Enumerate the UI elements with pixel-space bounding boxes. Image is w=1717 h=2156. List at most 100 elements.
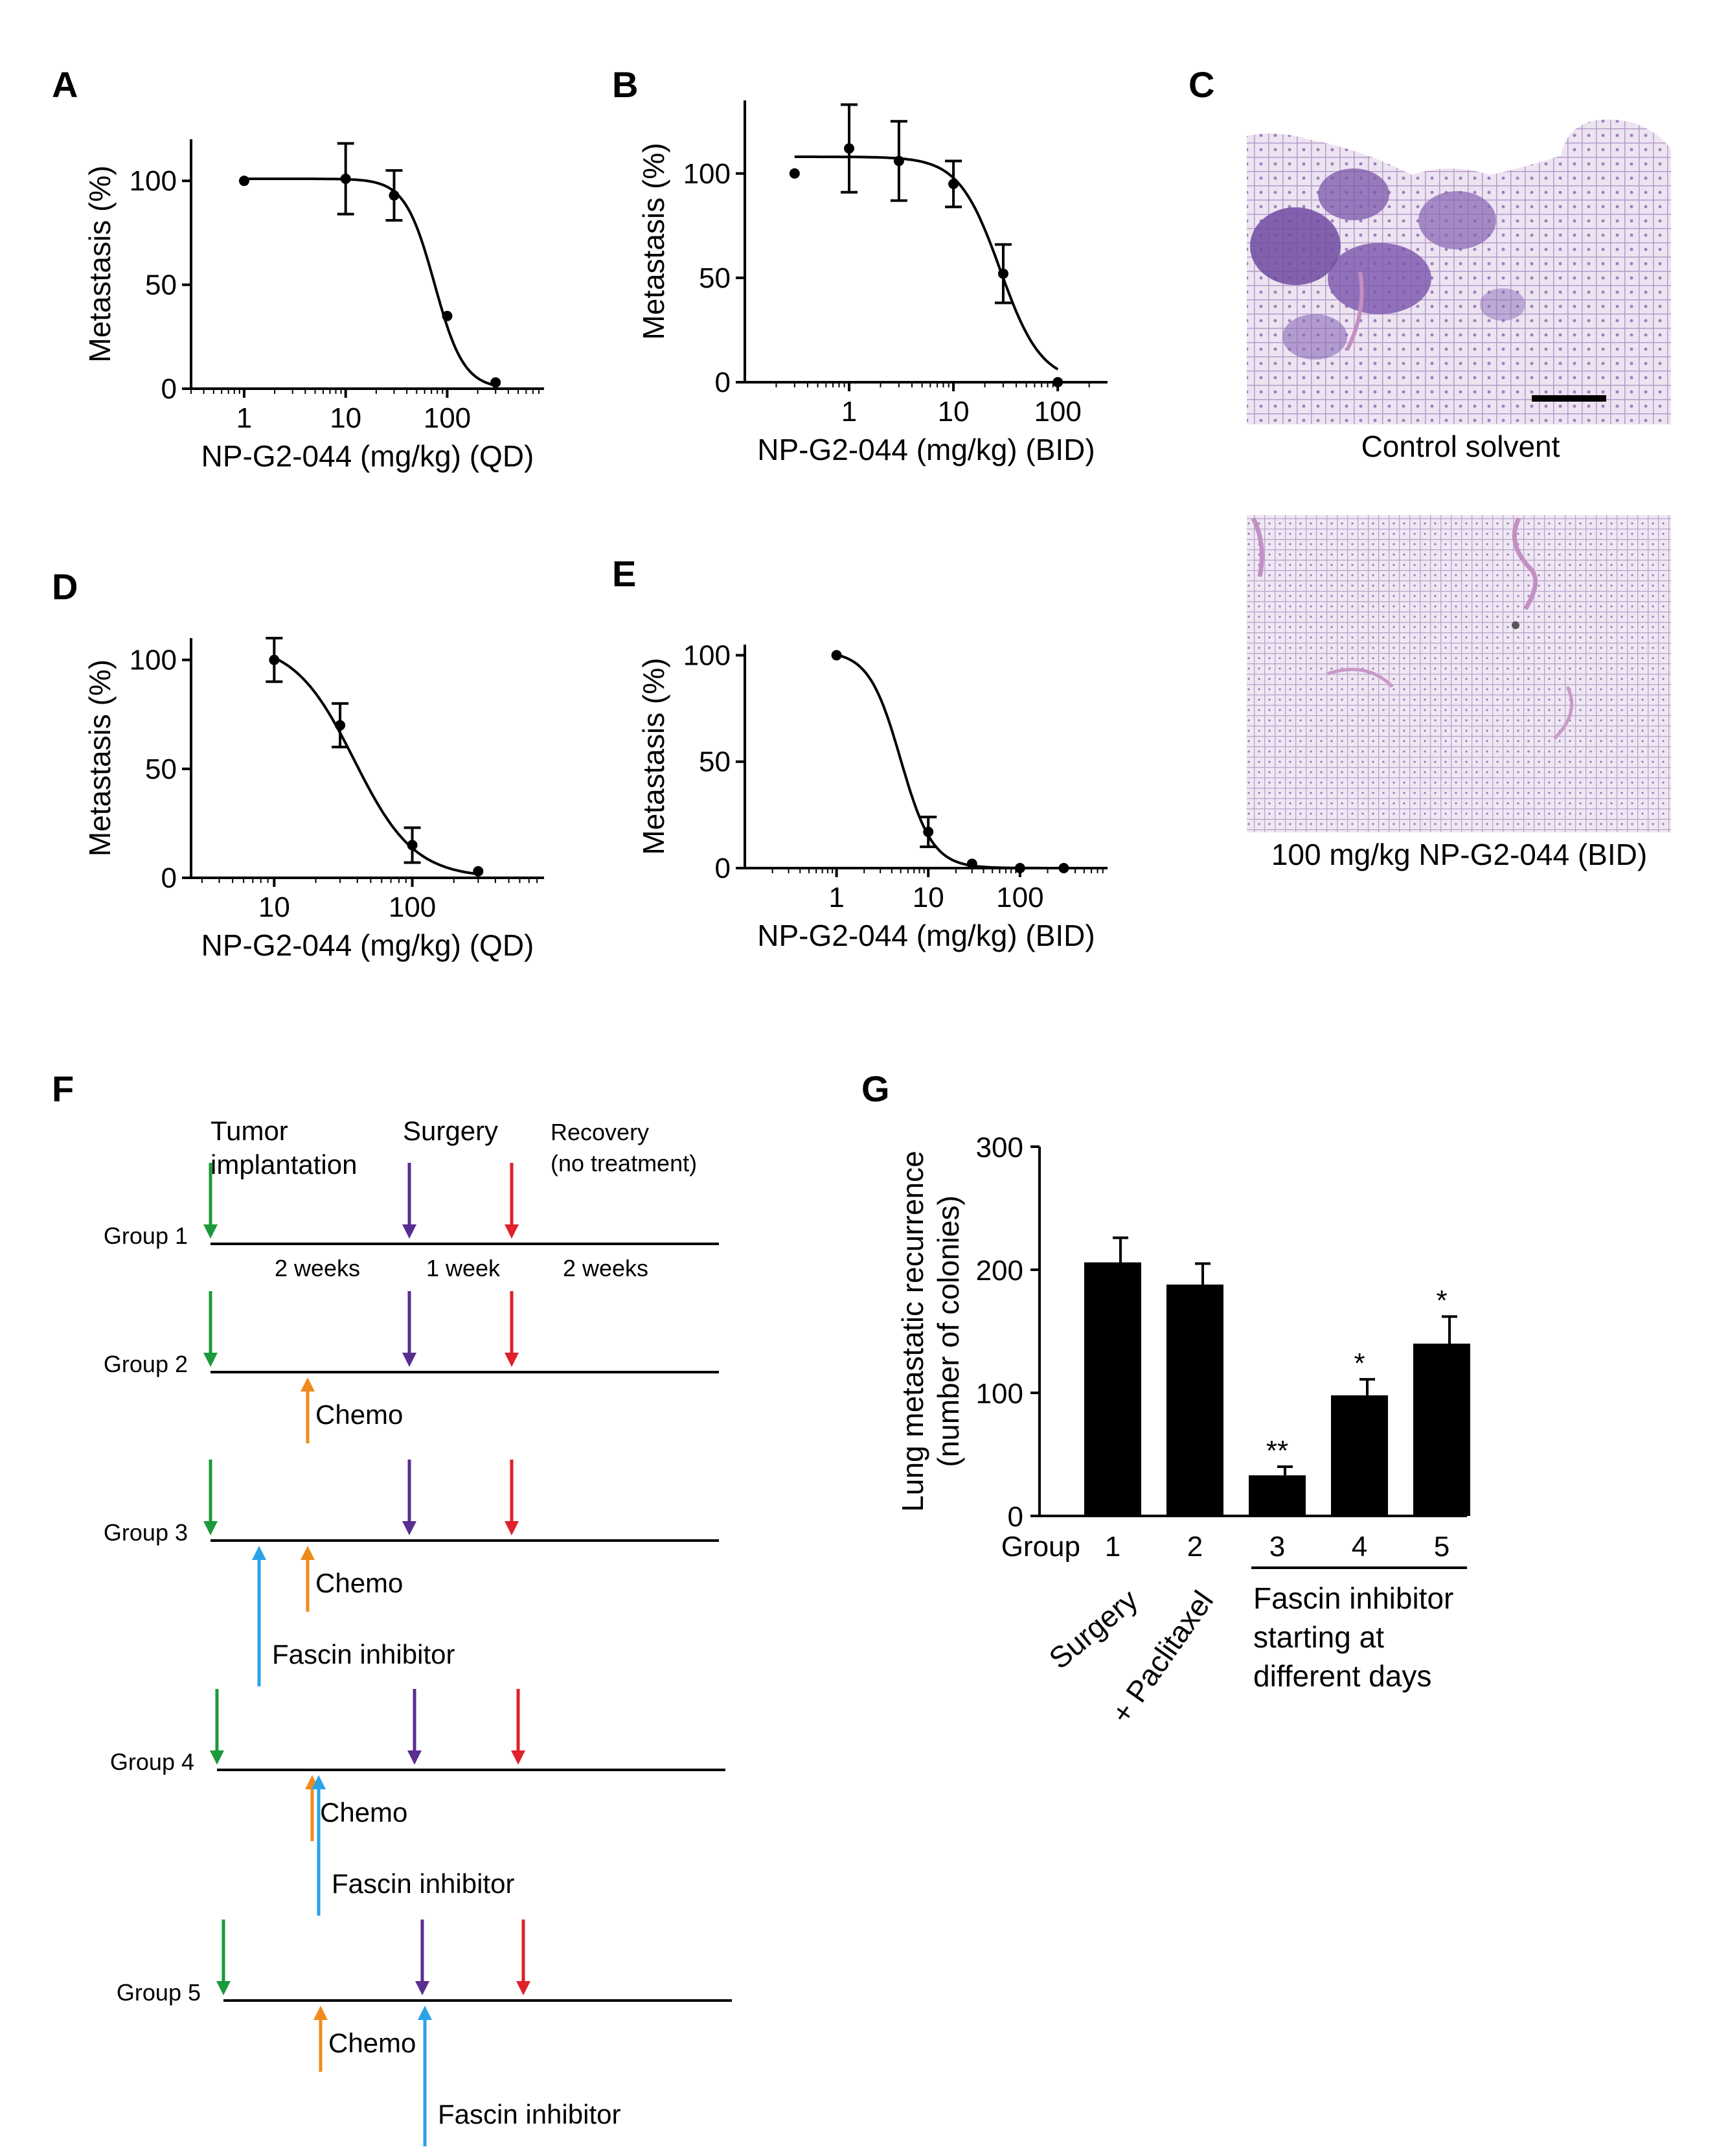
surgery-arrow-5-head (415, 1981, 429, 1995)
panel-label-e: E (612, 553, 636, 594)
y-tick-label-g: 100 (976, 1378, 1023, 1410)
chart-a: 0 50 100 1 10 100 NP-G2-044 (mg/kg) (QD) Metast… (83, 139, 544, 473)
chart-g: 0 100 200 300 1 2 ** 3 * 4 * 5 Group Lung metastatic … (896, 1132, 1470, 1729)
duration-label: 2 weeks (563, 1255, 648, 1281)
bracket-text-g: starting at (1253, 1620, 1384, 1654)
y-tick-label-e: 100 (683, 639, 731, 671)
group-label-4: Group 4 (110, 1749, 194, 1775)
data-point-b (893, 155, 904, 166)
chemo-label-2: Chemo (315, 1399, 403, 1430)
data-point-d (269, 654, 280, 665)
x-tick-label-d: 10 (258, 891, 290, 923)
data-point-e (1014, 863, 1025, 873)
group-label-2: Group 2 (104, 1351, 188, 1377)
tumor-arrow-2-head (203, 1353, 218, 1367)
y-tick-label-g: 300 (976, 1132, 1023, 1164)
tumor-arrow-4-head (210, 1750, 224, 1765)
chemo-arrow-5-head (313, 2006, 328, 2020)
y-axis-label-g: (number of colonies) (931, 1195, 965, 1467)
header-recovery: Recovery (551, 1119, 649, 1145)
fascin-arrow-4-head (312, 1775, 326, 1789)
x-tick-label-a: 1 (236, 402, 252, 434)
x-tick-label-b: 10 (938, 396, 970, 428)
x-axis-label-g: Group (1001, 1531, 1080, 1563)
y-tick-label-d: 50 (145, 753, 177, 785)
data-point-d (407, 840, 418, 851)
panel-label-g: G (861, 1068, 890, 1109)
bar-group-1 (1084, 1262, 1141, 1516)
data-point-a (490, 377, 501, 388)
x-tick-label-b: 1 (841, 396, 857, 428)
fascin-arrow-3-head (252, 1546, 266, 1560)
x-tick-label-e: 1 (828, 882, 844, 913)
data-point-e (923, 827, 934, 838)
x-tick-label-g: 2 (1187, 1531, 1203, 1563)
x-tick-label-e: 100 (996, 882, 1043, 913)
x-tick-label-d: 100 (389, 891, 436, 923)
bracket-text-g: Fascin inhibitor (1253, 1581, 1453, 1615)
chart-e: 0 50 100 1 10 100 NP-G2-044 (mg/kg) (BID) Metas… (637, 639, 1108, 952)
y-tick-label-d: 0 (161, 862, 177, 894)
x-axis-label-e: NP-G2-044 (mg/kg) (BID) (757, 919, 1095, 952)
x-axis-label-b: NP-G2-044 (mg/kg) (BID) (757, 433, 1095, 466)
x-axis-label-a: NP-G2-044 (mg/kg) (QD) (201, 439, 534, 473)
header-surgery: Surgery (403, 1116, 498, 1146)
x-tick-label-a: 100 (424, 402, 471, 434)
fit-curve-a (244, 178, 496, 387)
data-point-b (1052, 377, 1063, 387)
y-tick-label-e: 0 (715, 853, 731, 884)
header-implantation: implantation (210, 1149, 357, 1180)
panel-label-f: F (52, 1068, 74, 1109)
surgery-arrow-1-head (402, 1224, 416, 1239)
x-tick-label-e: 10 (913, 882, 944, 913)
data-point-b (844, 143, 855, 154)
data-point-b (789, 168, 800, 179)
micrograph-control-caption: Control solvent (1361, 430, 1560, 463)
panel-label-c: C (1188, 64, 1214, 105)
chemo-arrow-2-head (301, 1377, 315, 1392)
group-label-3: Group 3 (104, 1519, 188, 1546)
bar-group-2 (1166, 1284, 1223, 1516)
recovery-arrow-5-head (516, 1981, 530, 1995)
fit-curve-d (273, 656, 479, 876)
data-point-a (238, 176, 249, 187)
recovery-arrow-2-head (505, 1353, 519, 1367)
recovery-arrow-4-head (511, 1750, 525, 1765)
data-point-d (473, 866, 484, 877)
panel-label-b: B (612, 64, 638, 105)
y-axis-label-d: Metastasis (%) (83, 659, 117, 856)
data-point-a (389, 190, 400, 201)
chemo-arrow-3-head (301, 1546, 315, 1560)
micrograph-control (1247, 100, 1671, 424)
x-tick-label-g: 4 (1352, 1531, 1367, 1563)
data-point-a (442, 310, 453, 321)
micrograph-treated-caption: 100 mg/kg NP-G2-044 (BID) (1271, 838, 1647, 871)
group-label-1: Group 1 (104, 1222, 188, 1249)
surgery-arrow-4-head (407, 1750, 422, 1765)
fascin-label-4: Fascin inhibitor (332, 1868, 514, 1899)
chemo-label-3: Chemo (315, 1568, 403, 1598)
tumor-arrow-3-head (203, 1521, 218, 1535)
tumor-arrow-5-head (216, 1981, 231, 1995)
y-axis-label-a: Metastasis (%) (83, 165, 117, 362)
y-tick-label-b: 0 (715, 367, 731, 398)
data-point-e (831, 650, 842, 661)
x-tick-label-g: 3 (1269, 1531, 1285, 1563)
chemo-label-4: Chemo (320, 1797, 407, 1828)
fit-curve-e (836, 653, 1064, 869)
y-tick-label-b: 50 (699, 262, 731, 294)
panel-label-a: A (52, 64, 78, 105)
duration-label: 1 week (426, 1255, 501, 1281)
panel-label-d: D (52, 566, 78, 607)
x-tick-label-b: 100 (1034, 396, 1081, 428)
fit-curve-b (794, 155, 1059, 371)
y-tick-label-d: 100 (130, 645, 177, 676)
header-no-treatment: (no treatment) (551, 1150, 697, 1176)
bracket-text-g: different days (1253, 1659, 1431, 1693)
chemo-label-5: Chemo (328, 2028, 416, 2058)
y-tick-label-e: 50 (699, 746, 731, 778)
bar-group-4 (1331, 1395, 1388, 1516)
x-tick-label-a: 10 (330, 402, 361, 434)
